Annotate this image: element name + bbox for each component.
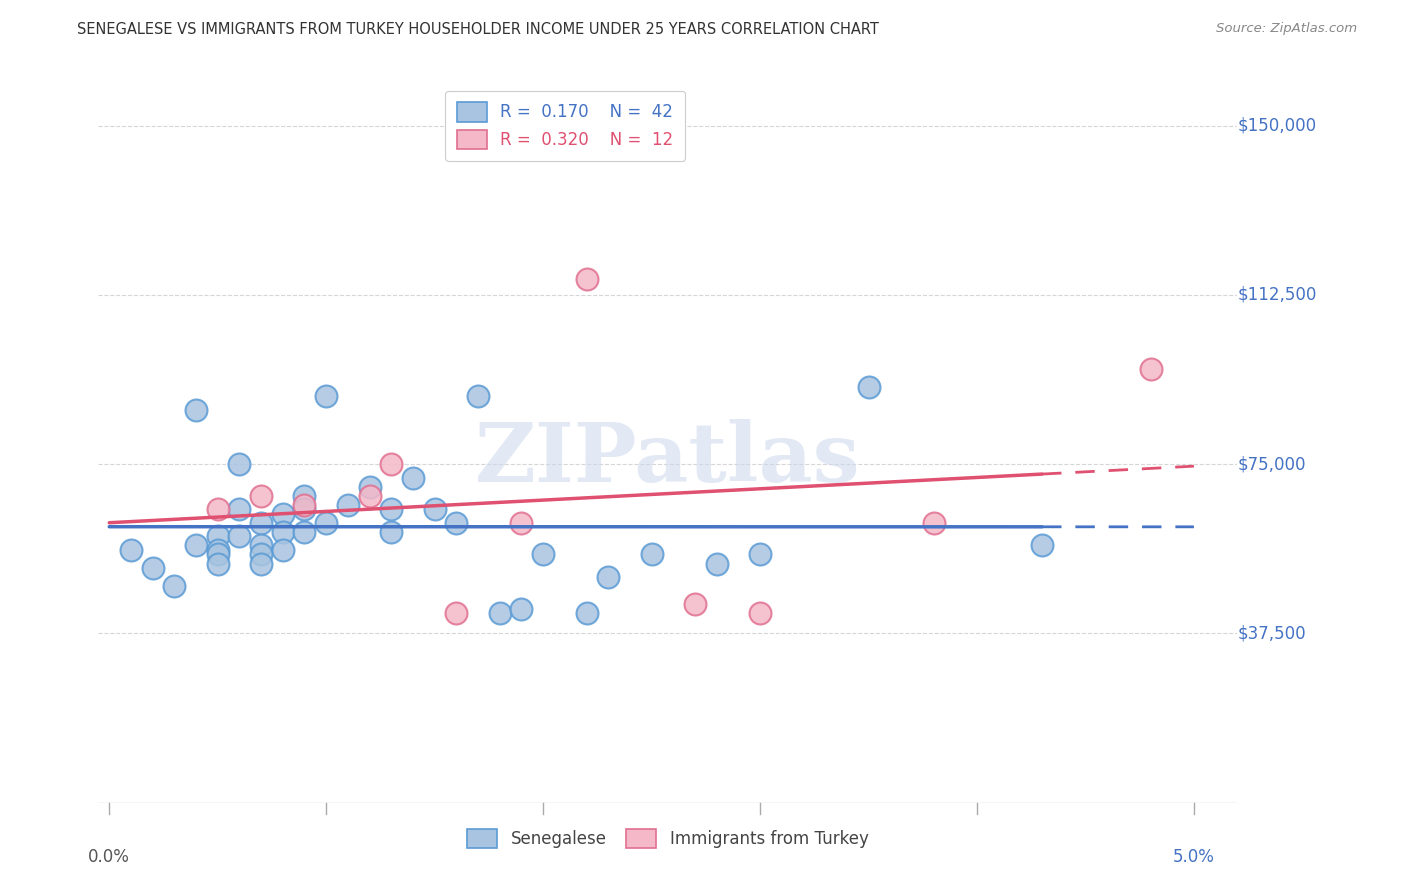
Text: $150,000: $150,000 xyxy=(1237,117,1316,135)
Point xyxy=(250,538,273,552)
Text: 5.0%: 5.0% xyxy=(1173,848,1215,866)
Point xyxy=(294,498,316,512)
Point xyxy=(250,489,273,503)
Point xyxy=(228,502,250,516)
Text: ZIPatlas: ZIPatlas xyxy=(475,419,860,499)
Point xyxy=(207,529,229,543)
Point xyxy=(271,507,294,521)
Point xyxy=(294,489,316,503)
Point xyxy=(184,538,207,552)
Legend: Senegalese, Immigrants from Turkey: Senegalese, Immigrants from Turkey xyxy=(458,821,877,856)
Point xyxy=(359,480,381,494)
Point xyxy=(315,516,337,530)
Point xyxy=(380,524,402,539)
Point xyxy=(598,570,620,584)
Point xyxy=(271,524,294,539)
Point xyxy=(575,272,598,286)
Text: Source: ZipAtlas.com: Source: ZipAtlas.com xyxy=(1216,22,1357,36)
Point xyxy=(336,498,359,512)
Point xyxy=(858,380,880,394)
Point xyxy=(315,389,337,403)
Point xyxy=(1031,538,1053,552)
Point xyxy=(359,489,381,503)
Point xyxy=(250,557,273,571)
Text: $75,000: $75,000 xyxy=(1237,455,1306,473)
Point xyxy=(184,403,207,417)
Point xyxy=(640,548,662,562)
Point xyxy=(510,516,533,530)
Point xyxy=(380,502,402,516)
Point xyxy=(228,529,250,543)
Point xyxy=(207,502,229,516)
Point xyxy=(271,543,294,558)
Text: 0.0%: 0.0% xyxy=(89,848,131,866)
Point xyxy=(207,557,229,571)
Point xyxy=(749,606,772,620)
Point xyxy=(423,502,446,516)
Text: SENEGALESE VS IMMIGRANTS FROM TURKEY HOUSEHOLDER INCOME UNDER 25 YEARS CORRELATI: SENEGALESE VS IMMIGRANTS FROM TURKEY HOU… xyxy=(77,22,879,37)
Point xyxy=(749,548,772,562)
Point xyxy=(575,606,598,620)
Point xyxy=(207,543,229,558)
Text: $112,500: $112,500 xyxy=(1237,285,1316,304)
Point xyxy=(488,606,510,620)
Point xyxy=(120,543,142,558)
Point xyxy=(706,557,728,571)
Point xyxy=(1139,362,1161,376)
Point xyxy=(250,516,273,530)
Point xyxy=(207,548,229,562)
Point xyxy=(922,516,945,530)
Point xyxy=(250,548,273,562)
Point xyxy=(294,524,316,539)
Point xyxy=(380,457,402,471)
Point xyxy=(531,548,554,562)
Point xyxy=(294,502,316,516)
Point xyxy=(446,516,468,530)
Point xyxy=(467,389,489,403)
Point xyxy=(510,601,533,615)
Point xyxy=(142,561,165,575)
Point xyxy=(402,471,425,485)
Point xyxy=(163,579,186,593)
Point xyxy=(446,606,468,620)
Text: $37,500: $37,500 xyxy=(1237,624,1306,642)
Point xyxy=(683,597,706,611)
Point xyxy=(228,457,250,471)
